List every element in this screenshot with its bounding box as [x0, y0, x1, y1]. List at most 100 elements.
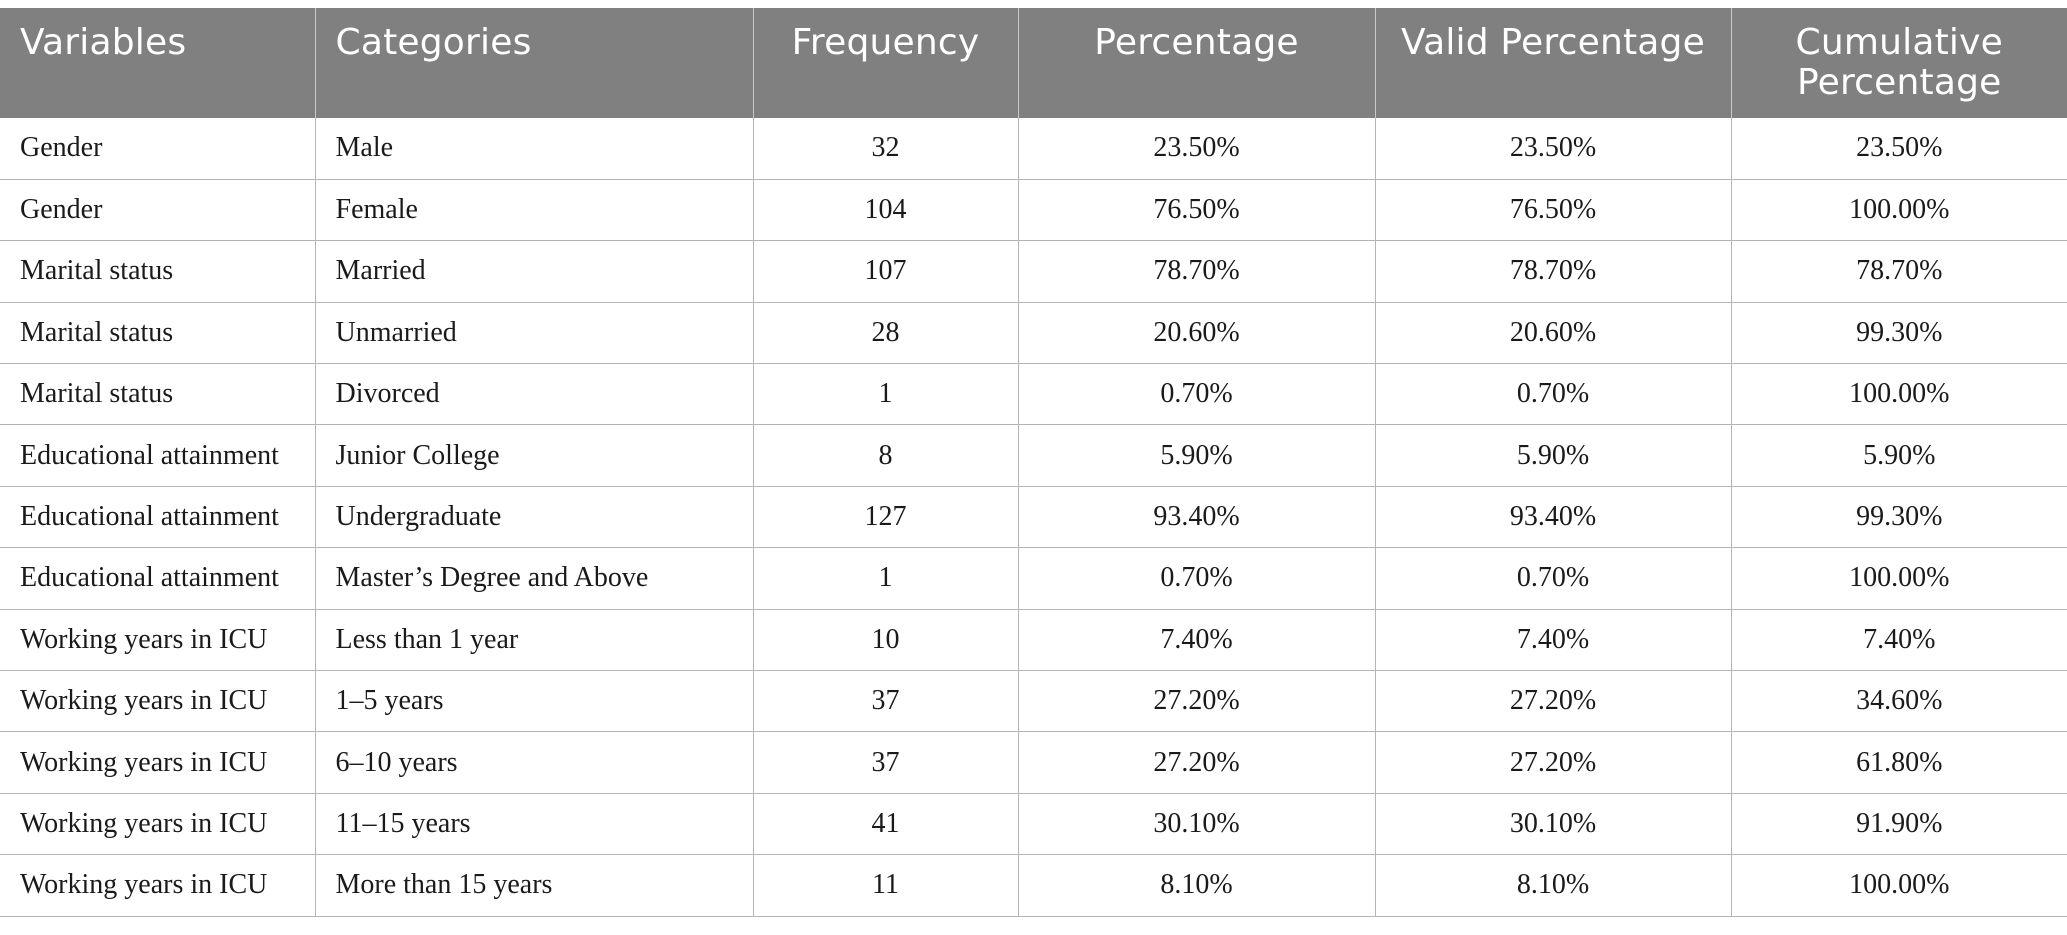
table-row: Working years in ICU Less than 1 year 10 7.…	[0, 609, 2067, 672]
cumulative-percentage-cell: 99.30%	[1731, 302, 2067, 365]
valid-percentage-cell: 20.60%	[1375, 302, 1732, 365]
table-row: Working years in ICU More than 15 years 11…	[0, 854, 2067, 917]
cumulative-percentage-cell: 61.80%	[1731, 731, 2067, 794]
category-cell: Male	[315, 118, 754, 180]
header-frequency: Frequency	[753, 8, 1019, 118]
variable-cell: Gender	[0, 179, 316, 242]
cumulative-percentage-cell: 78.70%	[1731, 240, 2067, 303]
valid-percentage-cell: 78.70%	[1375, 240, 1732, 303]
percentage-cell: 76.50%	[1018, 179, 1376, 242]
valid-percentage-cell: 93.40%	[1375, 486, 1732, 549]
frequency-cell: 41	[753, 793, 1019, 856]
percentage-cell: 20.60%	[1018, 302, 1376, 365]
frequency-cell: 10	[753, 609, 1019, 672]
table-container: Variables Categories Frequency Percentag…	[0, 8, 2067, 917]
cumulative-percentage-cell: 34.60%	[1731, 670, 2067, 733]
cumulative-percentage-cell: 99.30%	[1731, 486, 2067, 549]
frequency-cell: 8	[753, 424, 1019, 487]
valid-percentage-cell: 7.40%	[1375, 609, 1732, 672]
category-cell: Undergraduate	[315, 486, 754, 549]
percentage-cell: 0.70%	[1018, 547, 1376, 610]
percentage-cell: 93.40%	[1018, 486, 1376, 549]
valid-percentage-cell: 23.50%	[1375, 118, 1732, 180]
variable-cell: Marital status	[0, 240, 316, 303]
percentage-cell: 7.40%	[1018, 609, 1376, 672]
table-row: Gender Male 32 23.50% 23.50% 23.50%	[0, 118, 2067, 180]
cumulative-percentage-cell: 100.00%	[1731, 547, 2067, 610]
valid-percentage-cell: 76.50%	[1375, 179, 1732, 242]
valid-percentage-cell: 8.10%	[1375, 854, 1732, 917]
category-cell: Female	[315, 179, 754, 242]
frequency-cell: 107	[753, 240, 1019, 303]
cumulative-percentage-cell: 23.50%	[1731, 118, 2067, 180]
demographics-table: Variables Categories Frequency Percentag…	[0, 8, 2067, 917]
frequency-cell: 11	[753, 854, 1019, 917]
frequency-cell: 37	[753, 731, 1019, 794]
table-row: Marital status Divorced 1 0.70% 0.70% 100.00%	[0, 363, 2067, 426]
variable-cell: Marital status	[0, 302, 316, 365]
frequency-cell: 28	[753, 302, 1019, 365]
variable-cell: Working years in ICU	[0, 670, 316, 733]
table-row: Gender Female 104 76.50% 76.50% 100.00%	[0, 179, 2067, 242]
variable-cell: Marital status	[0, 363, 316, 426]
percentage-cell: 27.20%	[1018, 731, 1376, 794]
table-row: Marital status Married 107 78.70% 78.70% 78.7…	[0, 240, 2067, 303]
header-valid-percentage: Valid Percentage	[1375, 8, 1732, 118]
percentage-cell: 5.90%	[1018, 424, 1376, 487]
table-row: Educational attainment Master’s Degree an…	[0, 547, 2067, 610]
table-row: Educational attainment Undergraduate 127 93…	[0, 486, 2067, 549]
percentage-cell: 0.70%	[1018, 363, 1376, 426]
frequency-cell: 1	[753, 363, 1019, 426]
cumulative-percentage-cell: 100.00%	[1731, 854, 2067, 917]
variable-cell: Working years in ICU	[0, 609, 316, 672]
category-cell: Unmarried	[315, 302, 754, 365]
category-cell: More than 15 years	[315, 854, 754, 917]
valid-percentage-cell: 5.90%	[1375, 424, 1732, 487]
table-header: Variables Categories Frequency Percentag…	[0, 8, 2067, 118]
header-percentage: Percentage	[1018, 8, 1376, 118]
variable-cell: Gender	[0, 118, 316, 180]
variable-cell: Educational attainment	[0, 486, 316, 549]
category-cell: Junior College	[315, 424, 754, 487]
category-cell: Married	[315, 240, 754, 303]
category-cell: 6–10 years	[315, 731, 754, 794]
category-cell: 1–5 years	[315, 670, 754, 733]
table-row: Marital status Unmarried 28 20.60% 20.60% 99.…	[0, 302, 2067, 365]
frequency-cell: 104	[753, 179, 1019, 242]
percentage-cell: 27.20%	[1018, 670, 1376, 733]
header-row: Variables Categories Frequency Percentag…	[0, 8, 2067, 118]
valid-percentage-cell: 0.70%	[1375, 363, 1732, 426]
frequency-cell: 37	[753, 670, 1019, 733]
category-cell: Divorced	[315, 363, 754, 426]
valid-percentage-cell: 27.20%	[1375, 731, 1732, 794]
variable-cell: Working years in ICU	[0, 854, 316, 917]
valid-percentage-cell: 0.70%	[1375, 547, 1732, 610]
table-row: Working years in ICU 1–5 years 37 27.20% 27.…	[0, 670, 2067, 733]
table-row: Educational attainment Junior College 8 5.9…	[0, 424, 2067, 487]
cumulative-percentage-cell: 100.00%	[1731, 179, 2067, 242]
percentage-cell: 8.10%	[1018, 854, 1376, 917]
header-variables: Variables	[0, 8, 316, 118]
table-row: Working years in ICU 6–10 years 37 27.20% 27…	[0, 731, 2067, 794]
category-cell: Master’s Degree and Above	[315, 547, 754, 610]
percentage-cell: 30.10%	[1018, 793, 1376, 856]
variable-cell: Working years in ICU	[0, 731, 316, 794]
table-row: Working years in ICU 11–15 years 41 30.10% 3…	[0, 793, 2067, 856]
header-cumulative-percentage: Cumulative Percentage	[1731, 8, 2067, 118]
valid-percentage-cell: 27.20%	[1375, 670, 1732, 733]
frequency-cell: 1	[753, 547, 1019, 610]
percentage-cell: 23.50%	[1018, 118, 1376, 180]
valid-percentage-cell: 30.10%	[1375, 793, 1732, 856]
variable-cell: Educational attainment	[0, 424, 316, 487]
category-cell: 11–15 years	[315, 793, 754, 856]
percentage-cell: 78.70%	[1018, 240, 1376, 303]
header-categories: Categories	[315, 8, 754, 118]
cumulative-percentage-cell: 91.90%	[1731, 793, 2067, 856]
cumulative-percentage-cell: 5.90%	[1731, 424, 2067, 487]
frequency-cell: 127	[753, 486, 1019, 549]
variable-cell: Working years in ICU	[0, 793, 316, 856]
variable-cell: Educational attainment	[0, 547, 316, 610]
category-cell: Less than 1 year	[315, 609, 754, 672]
table-body: Gender Male 32 23.50% 23.50% 23.50% Gender Fema…	[0, 118, 2067, 917]
frequency-cell: 32	[753, 118, 1019, 180]
